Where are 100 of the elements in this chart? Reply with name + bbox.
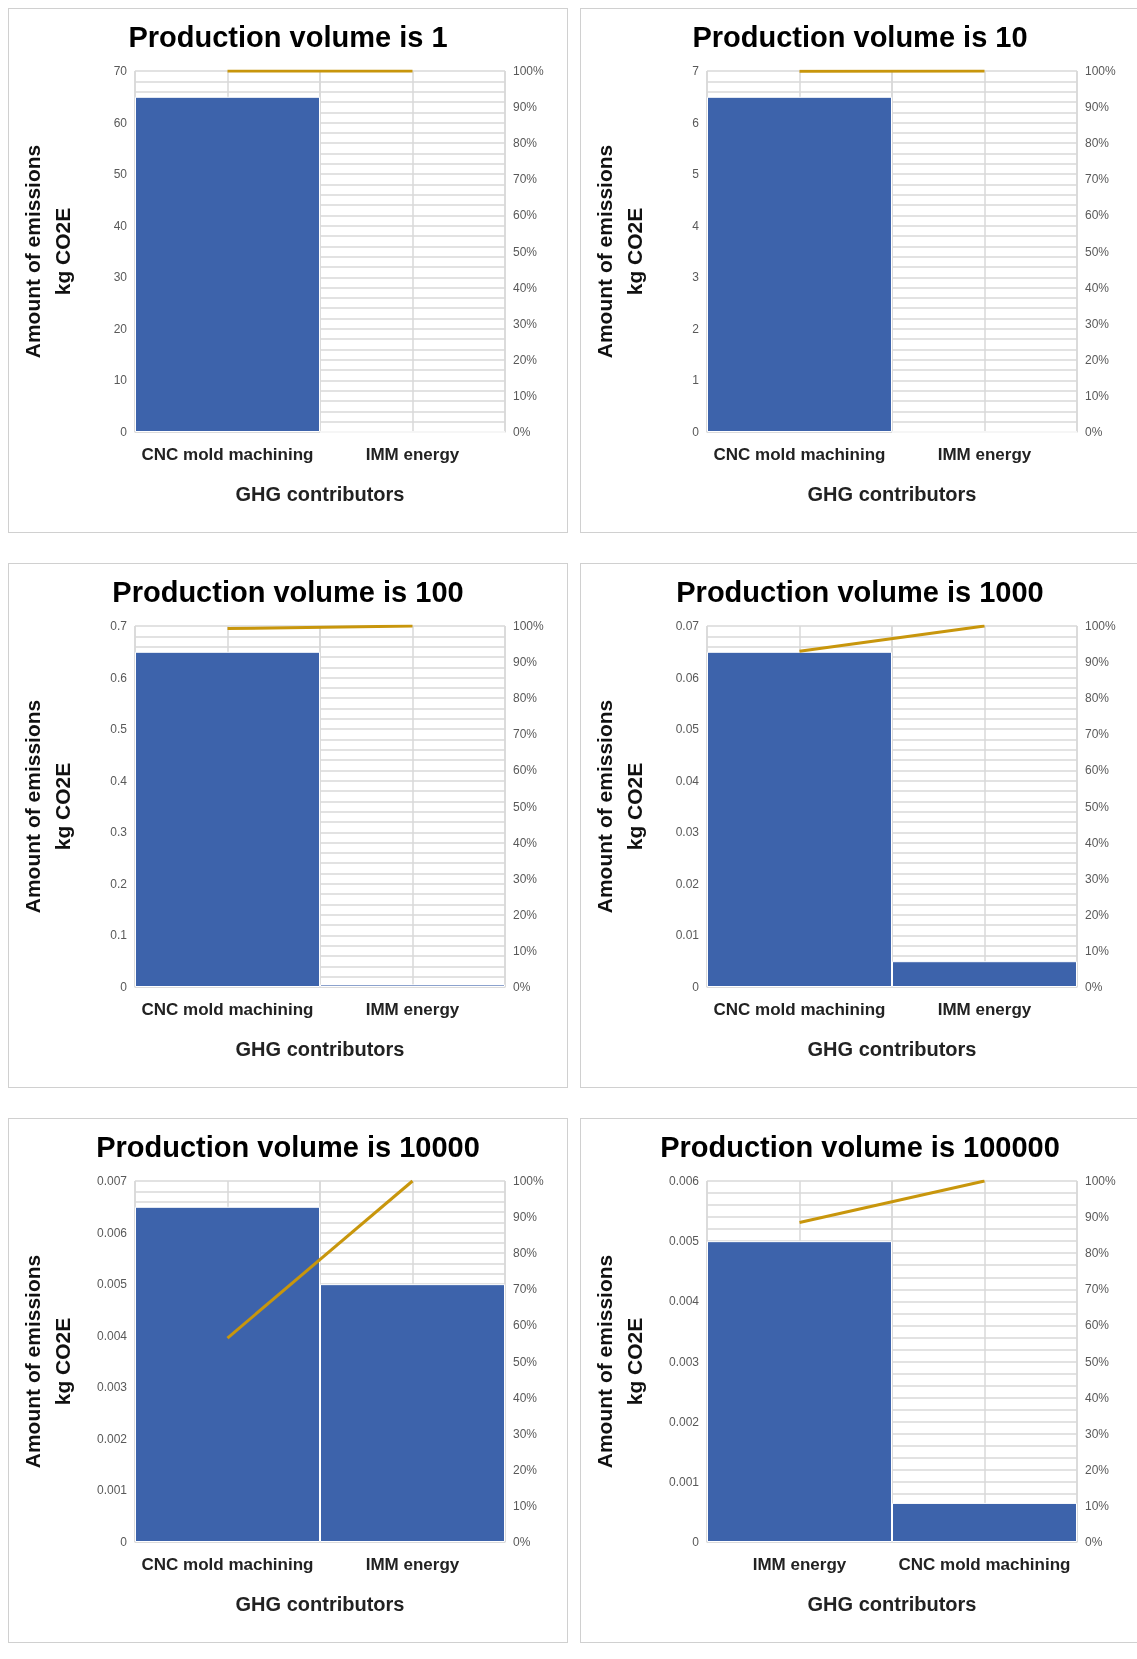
y-tick-label: 20 — [113, 321, 128, 336]
chart-title: Production volume is 100 — [112, 575, 464, 608]
y-tick-label: 0.002 — [96, 1431, 128, 1446]
y2-tick-label: 50% — [513, 799, 538, 814]
y2-tick-label: 60% — [1085, 208, 1110, 223]
y-axis-title: Amount of emissions kg CO2E — [20, 144, 74, 359]
chart-title: Production volume is 100000 — [660, 1130, 1060, 1163]
y-tick-label: 0 — [120, 425, 128, 439]
y-axis-title: Amount of emissions kg CO2E — [20, 699, 74, 914]
y-tick-label: 0.6 — [110, 670, 128, 685]
y-tick-label: 7 — [692, 64, 700, 78]
y2-tick-label: 0% — [1085, 1535, 1103, 1549]
y-tick-label: 0.4 — [110, 773, 128, 788]
y-tick-label: 0.7 — [110, 619, 128, 633]
y-tick-label: 10 — [113, 373, 128, 388]
y2-tick-label: 10% — [1085, 943, 1110, 958]
y2-tick-label: 10% — [513, 388, 538, 403]
x-tick-label: IMM energy — [752, 1555, 847, 1574]
y-axis-title: Amount of emissions kg CO2E — [20, 1254, 74, 1469]
y2-tick-label: 60% — [1085, 763, 1110, 778]
y2-tick-label: 10% — [513, 943, 538, 958]
y2-tick-label: 60% — [1085, 1318, 1110, 1333]
y-tick-label: 0 — [692, 425, 700, 439]
y-tick-label: 0.007 — [96, 1174, 128, 1188]
y-tick-label: 0 — [692, 980, 700, 994]
y2-tick-label: 70% — [513, 1282, 538, 1297]
y-tick-label: 40 — [113, 218, 128, 233]
y2-tick-label: 30% — [1085, 316, 1110, 331]
y2-tick-label: 80% — [513, 1246, 538, 1261]
y-tick-label: 0.02 — [675, 876, 700, 891]
y-tick-label: 0.003 — [96, 1380, 128, 1395]
x-tick-label: CNC mold machining — [713, 1000, 886, 1019]
y-tick-label: 0.07 — [675, 619, 700, 633]
chart-title: Production volume is 1000 — [676, 575, 1044, 608]
y2-tick-label: 90% — [1085, 100, 1110, 115]
y2-tick-label: 30% — [513, 871, 538, 886]
y-tick-label: 0 — [120, 980, 128, 994]
y2-tick-label: 50% — [513, 1354, 538, 1369]
x-tick-label: IMM energy — [937, 445, 1032, 464]
y-tick-label: 0.006 — [96, 1225, 128, 1240]
y-tick-label: 0.005 — [668, 1234, 700, 1249]
y-tick-label: 30 — [113, 270, 128, 285]
x-tick-label: CNC mold machining — [141, 445, 314, 464]
x-tick-label: IMM energy — [365, 445, 460, 464]
y2-tick-label: 20% — [1085, 352, 1110, 367]
y2-tick-label: 0% — [513, 980, 531, 994]
y2-tick-label: 0% — [1085, 980, 1103, 994]
x-tick-label: CNC mold machining — [898, 1555, 1071, 1574]
y-tick-label: 3 — [692, 270, 700, 285]
y2-tick-label: 100% — [513, 1174, 545, 1188]
y2-tick-label: 70% — [513, 727, 538, 742]
y2-tick-label: 30% — [1085, 1426, 1110, 1441]
y-tick-label: 0.003 — [668, 1354, 700, 1369]
x-tick-label: IMM energy — [937, 1000, 1032, 1019]
x-tick-label: IMM energy — [365, 1555, 460, 1574]
y2-tick-label: 50% — [1085, 799, 1110, 814]
chart-title: Production volume is 10 — [692, 20, 1028, 53]
y-axis-title: Amount of emissions kg CO2E — [592, 144, 646, 359]
y2-tick-label: 80% — [1085, 691, 1110, 706]
y2-tick-label: 20% — [1085, 1462, 1110, 1477]
y2-tick-label: 80% — [513, 136, 538, 151]
y2-tick-label: 40% — [1085, 280, 1110, 295]
y2-tick-label: 20% — [1085, 907, 1110, 922]
y-axis-title: Amount of emissions kg CO2E — [592, 699, 646, 914]
x-axis-title: GHG contributors — [807, 1038, 977, 1060]
y2-tick-label: 0% — [513, 425, 531, 439]
y2-tick-label: 30% — [513, 1426, 538, 1441]
y2-tick-label: 10% — [1085, 388, 1110, 403]
y2-tick-label: 100% — [1085, 64, 1117, 78]
y2-tick-label: 70% — [1085, 172, 1110, 187]
y-tick-label: 50 — [113, 167, 128, 182]
x-axis-title: GHG contributors — [235, 1038, 405, 1060]
x-tick-label: CNC mold machining — [713, 445, 886, 464]
y2-tick-label: 60% — [513, 763, 538, 778]
y-tick-label: 0.2 — [110, 876, 128, 891]
y-tick-label: 0.004 — [96, 1328, 128, 1343]
y2-tick-label: 40% — [513, 835, 538, 850]
y2-tick-label: 40% — [1085, 1390, 1110, 1405]
y-tick-label: 4 — [692, 218, 700, 233]
y2-tick-label: 70% — [513, 172, 538, 187]
x-axis-title: GHG contributors — [235, 483, 405, 505]
chart-title: Production volume is 10000 — [96, 1130, 480, 1163]
y2-tick-label: 90% — [513, 100, 538, 115]
y-tick-label: 70 — [113, 64, 128, 78]
y2-tick-label: 90% — [1085, 655, 1110, 670]
y2-tick-label: 30% — [1085, 871, 1110, 886]
y2-tick-label: 20% — [513, 907, 538, 922]
y-tick-label: 0.05 — [675, 722, 700, 737]
y-tick-label: 2 — [692, 321, 700, 336]
y-tick-label: 0.03 — [675, 825, 700, 840]
y-tick-label: 0.1 — [110, 928, 128, 943]
y2-tick-label: 10% — [513, 1498, 538, 1513]
x-axis-title: GHG contributors — [807, 483, 977, 505]
y-tick-label: 6 — [692, 115, 700, 130]
y-tick-label: 0.004 — [668, 1294, 700, 1309]
y2-tick-label: 60% — [513, 208, 538, 223]
y2-tick-label: 20% — [513, 1462, 538, 1477]
y2-tick-label: 80% — [1085, 1246, 1110, 1261]
y2-tick-label: 10% — [1085, 1498, 1110, 1513]
y2-tick-label: 100% — [513, 64, 545, 78]
